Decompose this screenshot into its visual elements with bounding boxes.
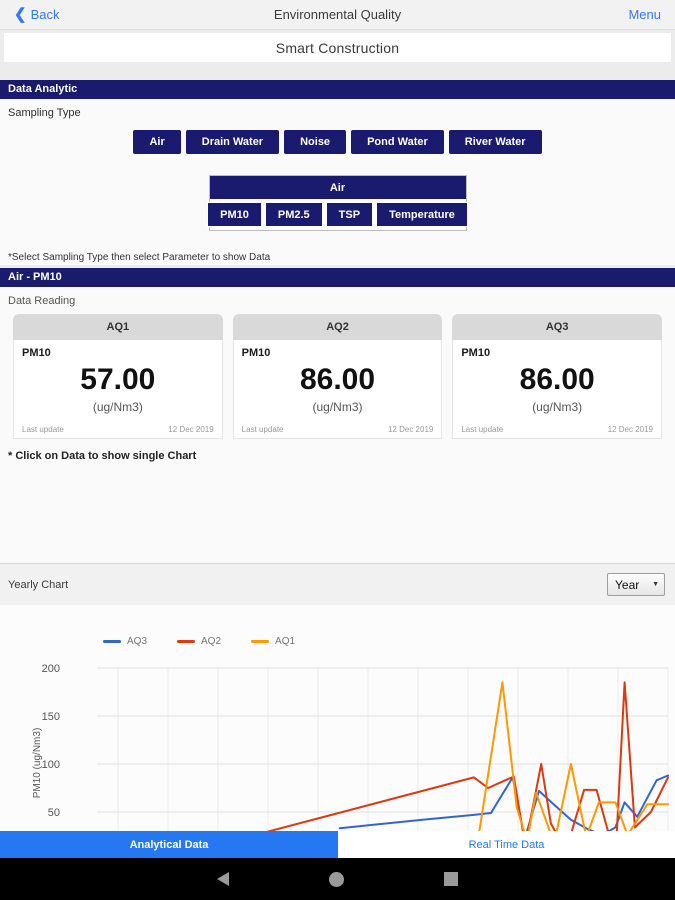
- sampling-type-pond-water-button[interactable]: Pond Water: [351, 130, 444, 154]
- parameter-temperature-button[interactable]: Temperature: [376, 202, 468, 227]
- legend-label: AQ3: [127, 636, 148, 647]
- legend-item-aq2[interactable]: AQ2: [177, 636, 221, 647]
- sampling-type-label: Sampling Type: [8, 107, 81, 119]
- card-unit: (ug/Nm3): [312, 400, 363, 414]
- card-parameter: PM10: [22, 347, 51, 359]
- legend-item-aq3[interactable]: AQ3: [103, 636, 147, 647]
- y-tick-label: 200: [42, 663, 60, 675]
- year-select-value: Year: [615, 577, 640, 592]
- card-parameter: PM10: [241, 347, 271, 359]
- sampling-note: *Select Sampling Type then select Parame…: [8, 252, 271, 263]
- selection-banner: Air - PM10: [0, 268, 675, 287]
- parameter-panel: Air PM10 PM2.5 TSP Temperature: [207, 175, 468, 231]
- chevron-down-icon: ▼: [652, 581, 659, 588]
- tab-analytical-data[interactable]: Analytical Data: [0, 831, 338, 858]
- sampling-section: Sampling Type Air Drain Water Noise Pond…: [0, 99, 675, 265]
- card-value: 86.00: [519, 363, 595, 396]
- sampling-type-drain-water-button[interactable]: Drain Water: [185, 130, 280, 154]
- parameter-pm25-button[interactable]: PM2.5: [264, 202, 323, 227]
- year-select[interactable]: Year ▼: [607, 573, 665, 596]
- parameter-panel-title: Air: [209, 176, 466, 199]
- back-chevron-icon: ❮: [14, 6, 27, 23]
- yearly-chart-label: Yearly Chart: [8, 578, 69, 591]
- station-card-body[interactable]: PM10 57.00 (ug/Nm3) Last update 12 Dec 2…: [13, 340, 223, 439]
- sampling-type-air-button[interactable]: Air: [133, 130, 181, 154]
- android-nav-bar: [0, 858, 675, 900]
- project-title: Smart Construction: [4, 33, 671, 62]
- y-tick-label: 150: [42, 711, 60, 723]
- sampling-type-river-water-button[interactable]: River Water: [448, 130, 542, 154]
- page-title: Environmental Quality: [273, 7, 402, 22]
- parameter-pm10-button[interactable]: PM10: [207, 202, 262, 227]
- data-reading-section: Data Reading AQ1 PM10 57.00 (ug/Nm3) Las…: [0, 287, 675, 563]
- y-tick-label: 100: [42, 759, 60, 771]
- data-reading-label: Data Reading: [8, 295, 76, 307]
- series-line-aq2: [266, 681, 669, 831]
- legend-swatch: [251, 640, 270, 643]
- click-data-note: * Click on Data to show single Chart: [8, 450, 197, 462]
- chart-legend: AQ3 AQ2 AQ1: [103, 636, 295, 647]
- data-reading-cards: AQ1 PM10 57.00 (ug/Nm3) Last update 12 D…: [13, 314, 663, 439]
- station-card-body[interactable]: PM10 86.00 (ug/Nm3) Last update 12 Dec 2…: [452, 340, 663, 439]
- tab-real-time-data[interactable]: Real Time Data: [338, 831, 675, 858]
- card-unit: (ug/Nm3): [532, 400, 583, 414]
- card-last-update-label: Last update: [461, 425, 504, 434]
- station-card-header[interactable]: AQ3: [452, 314, 663, 340]
- bottom-tab-bar: Analytical Data Real Time Data: [0, 831, 675, 858]
- card-parameter: PM10: [461, 347, 491, 359]
- yearly-chart: 50 100 150 200 PM10 (ug/Nm3) AQ3 AQ2 AQ1: [0, 605, 675, 831]
- sampling-type-row: Air Drain Water Noise Pond Water River W…: [0, 130, 675, 154]
- card-value: 57.00: [80, 363, 156, 396]
- station-card-aq1: AQ1 PM10 57.00 (ug/Nm3) Last update 12 D…: [13, 314, 223, 439]
- legend-label: AQ2: [201, 636, 222, 647]
- android-recents-icon[interactable]: [444, 872, 458, 886]
- station-card-header[interactable]: AQ2: [232, 314, 443, 340]
- station-card-aq2: AQ2 PM10 86.00 (ug/Nm3) Last update 12 D…: [232, 314, 443, 439]
- android-home-icon[interactable]: [329, 871, 344, 887]
- card-last-update-label: Last update: [22, 425, 64, 434]
- data-analytic-banner: Data Analytic: [0, 80, 675, 99]
- back-label: Back: [30, 7, 60, 22]
- legend-label: AQ1: [275, 636, 296, 647]
- y-axis-title: PM10 (ug/Nm3): [32, 728, 43, 799]
- card-last-update-date: 12 Dec 2019: [168, 425, 214, 434]
- card-value: 86.00: [299, 363, 376, 396]
- sampling-type-noise-button[interactable]: Noise: [284, 130, 347, 154]
- card-last-update-date: 12 Dec 2019: [607, 425, 654, 434]
- back-button[interactable]: ❮ Back: [14, 7, 59, 22]
- legend-item-aq1[interactable]: AQ1: [251, 636, 295, 647]
- legend-swatch: [177, 640, 196, 643]
- card-last-update-label: Last update: [241, 425, 284, 434]
- card-last-update-date: 12 Dec 2019: [387, 425, 434, 434]
- legend-swatch: [103, 640, 121, 643]
- card-unit: (ug/Nm3): [92, 400, 143, 414]
- station-card-aq3: AQ3 PM10 86.00 (ug/Nm3) Last update 12 D…: [452, 314, 663, 439]
- top-bar: Environmental Quality ❮ Back Menu: [0, 0, 675, 30]
- station-card-header[interactable]: AQ1: [13, 314, 223, 340]
- line-chart-canvas[interactable]: 50 100 150 200 PM10 (ug/Nm3): [0, 605, 675, 831]
- y-tick-label: 50: [48, 807, 60, 819]
- yearly-chart-row: Yearly Chart Year ▼: [0, 563, 675, 605]
- android-back-icon[interactable]: [217, 872, 229, 886]
- series-line-aq1: [478, 681, 669, 831]
- menu-button[interactable]: Menu: [628, 7, 661, 22]
- parameter-row: PM10 PM2.5 TSP Temperature: [207, 199, 468, 230]
- station-card-body[interactable]: PM10 86.00 (ug/Nm3) Last update 12 Dec 2…: [232, 340, 443, 439]
- parameter-tsp-button[interactable]: TSP: [325, 202, 374, 227]
